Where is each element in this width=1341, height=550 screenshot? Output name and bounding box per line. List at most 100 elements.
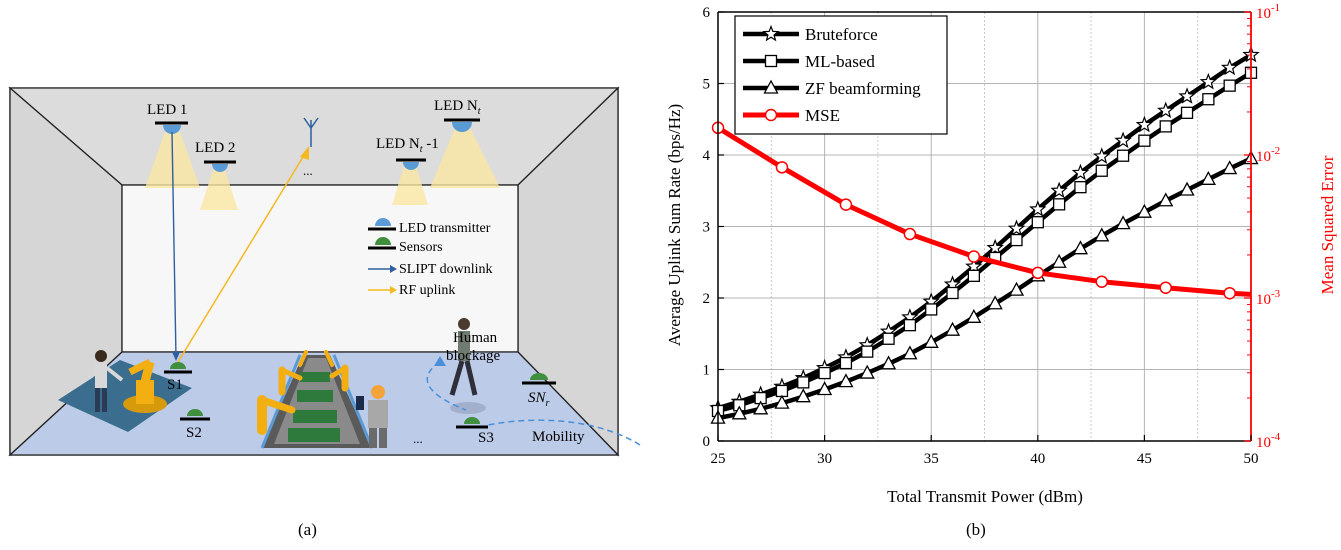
series-1-point-9 (903, 319, 917, 332)
series-0-point-10 (922, 292, 940, 309)
series-0-point-16 (1050, 181, 1068, 199)
series-0-point-25 (1242, 45, 1260, 63)
robot-arm-1 (123, 358, 167, 413)
legend-marker-0 (762, 24, 780, 42)
series-0-point-11 (943, 275, 962, 292)
series-1-point-17 (1074, 181, 1087, 194)
legend-label-0: Bruteforce (805, 25, 878, 44)
factory-scene-illustration: LED 1 LED 2 LED Nt -1 LED Nt ... LED tra… (8, 86, 641, 457)
series-1-point-15 (1031, 216, 1044, 229)
series-3-point-8 (1223, 286, 1236, 300)
series-2-point-19 (1115, 215, 1131, 230)
series-2-point-18 (1094, 227, 1110, 242)
series-2-point-8 (880, 355, 897, 370)
series-1-point-8 (882, 332, 895, 345)
series-line-3 (716, 125, 1252, 297)
series-2-point-22 (1179, 181, 1195, 196)
series-2-point-1 (731, 405, 747, 420)
sensor-snr: SNr (522, 373, 556, 409)
mobility-label: Mobility (532, 429, 585, 445)
series-2-point-24 (1222, 160, 1238, 175)
y-right-tick-label-3: 10-1 (1256, 2, 1280, 22)
antenna-icon (303, 117, 319, 147)
legend-downlink: SLIPT downlink (368, 262, 492, 277)
x-tick-label-1: 30 (817, 451, 832, 467)
series-2-point-23 (1200, 170, 1216, 185)
series-1-point-22 (1180, 106, 1194, 119)
series-2-point-13 (987, 295, 1003, 310)
y-tick-label-5: 5 (703, 77, 711, 93)
series-1-point-24 (1223, 79, 1236, 92)
y-tick-label-4: 4 (703, 148, 711, 164)
led-1-label: LED 1 (147, 102, 187, 118)
mobility-arrowhead (434, 356, 446, 366)
series-2-point-17 (1072, 240, 1089, 255)
sensor-s1: S1 (164, 362, 192, 393)
ellipsis-floor: ... (413, 431, 423, 446)
series-0-point-17 (1071, 163, 1090, 181)
series-0-point-19 (1114, 131, 1132, 149)
legend-label-2: ZF beamforming (805, 79, 921, 98)
caption-a: (a) (298, 520, 317, 539)
legend-marker-1 (764, 54, 778, 68)
series-2-point-10 (923, 333, 939, 348)
series-line-1 (717, 70, 1253, 414)
led-dome-icon (375, 218, 391, 226)
human-blockage-label-1: Human (453, 330, 498, 346)
series-3-point-6 (1095, 275, 1109, 288)
series-1-point-0 (711, 404, 725, 418)
series-1-point-4 (797, 376, 810, 389)
x-tick-label-3: 40 (1030, 451, 1045, 467)
y-right-tick-label-2: 10-2 (1256, 145, 1280, 165)
scene-legend: LED transmitter Sensors SLIPT downlink R… (368, 218, 492, 298)
series-2-point-16 (1051, 253, 1067, 268)
series-3-point-5 (1031, 266, 1045, 280)
led-nt-label: LED Nt (434, 98, 481, 117)
series-1-point-19 (1116, 149, 1130, 162)
ellipsis-top: ... (303, 163, 313, 178)
series-2-point-25 (1243, 150, 1259, 165)
series-0-point-24 (1220, 58, 1239, 76)
conveyor-belt (260, 354, 374, 449)
series-1-point-5 (818, 366, 831, 380)
series-1-point-23 (1202, 93, 1215, 106)
series-3-point-3 (903, 227, 917, 241)
led-nt-minus-1-label: LED Nt -1 (376, 136, 439, 155)
series-3-point-0 (711, 121, 725, 135)
mobility-path (426, 361, 641, 446)
series-2-point-2 (753, 400, 769, 415)
walking-human-figure (449, 318, 486, 414)
rf-uplink-arrow (177, 146, 309, 363)
legend-led-label: LED transmitter (399, 221, 491, 236)
series-0-point-20 (1135, 115, 1154, 133)
legend-label-3: MSE (805, 106, 840, 125)
series-2-point-14 (1008, 281, 1025, 296)
y-tick-label-2: 2 (703, 291, 711, 307)
series-3-point-2 (839, 198, 853, 211)
led-1: LED 1 (147, 102, 188, 134)
series-1-point-14 (1010, 233, 1023, 247)
led-nt: LED Nt (434, 98, 481, 132)
series-1-point-25 (1244, 66, 1258, 79)
series-2-point-9 (902, 345, 918, 360)
series-2-point-20 (1136, 203, 1152, 218)
series-2-point-5 (817, 381, 833, 396)
slipt-downlink-arrow (171, 131, 180, 361)
series-2-point-0 (710, 409, 726, 424)
led-2: LED 2 (195, 140, 236, 172)
series-0-point-18 (1093, 147, 1111, 164)
series-0-point-5 (815, 358, 834, 376)
x-axis-title: Total Transmit Power (dBm) (887, 487, 1083, 506)
led-nt-minus-1: LED Nt -1 (376, 136, 439, 170)
y-tick-label-3: 3 (703, 220, 711, 236)
series-0-point-2 (751, 385, 770, 402)
series-1-point-20 (1138, 134, 1151, 147)
series-1-point-12 (967, 269, 980, 282)
series-1-point-18 (1095, 164, 1108, 177)
series-line-0 (717, 52, 1253, 411)
series-2-point-11 (944, 321, 961, 336)
series-3-point-7 (1159, 281, 1172, 294)
legend-marker-3 (764, 108, 778, 122)
series-0-point-9 (901, 308, 919, 325)
series-0-point-6 (837, 348, 855, 365)
